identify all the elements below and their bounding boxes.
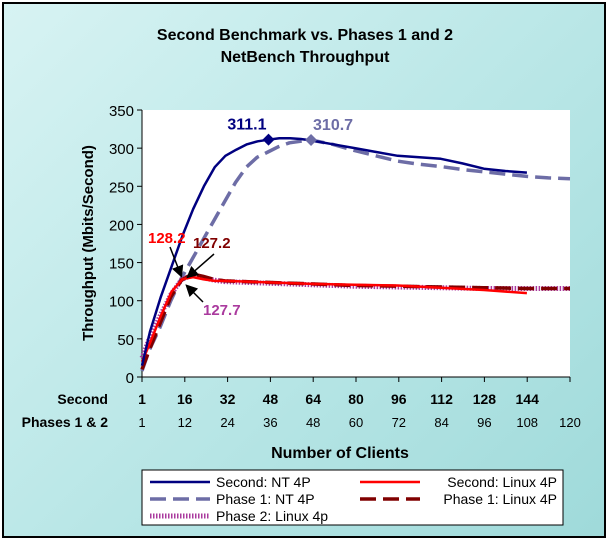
annotation-arrow — [185, 284, 204, 303]
y-tick-label: 150 — [109, 256, 134, 273]
legend-box — [141, 469, 564, 526]
plot-area — [142, 110, 570, 377]
series-line-second-nt-4p — [140, 136, 527, 366]
x-tick-label: 60 — [349, 415, 363, 430]
y-tick-label: 100 — [109, 294, 134, 311]
annotation-arrow — [186, 253, 215, 279]
x-tick-label: 128 — [473, 391, 497, 407]
x-row-label: Phases 1 & 2 — [22, 414, 109, 430]
data-marker — [262, 133, 275, 146]
x-tick-label: 64 — [305, 391, 321, 407]
x-tick-label: 48 — [263, 391, 279, 407]
x-tick-label: 16 — [177, 391, 193, 407]
data-marker — [305, 133, 318, 146]
data-label: 127.7 — [203, 302, 241, 319]
x-axis-label: Number of Clients — [271, 445, 409, 462]
series-line-second-linux-4p — [140, 275, 527, 363]
x-tick-label: 112 — [430, 391, 453, 407]
legend-label: Phase 1: NT 4P — [216, 491, 315, 507]
annotation-arrow — [169, 246, 184, 278]
x-tick-label: 1 — [138, 415, 145, 430]
x-tick-label: 32 — [220, 391, 236, 407]
x-tick-label: 72 — [392, 415, 406, 430]
chart-title: Second Benchmark vs. Phases 1 and 2 — [157, 27, 453, 44]
x-tick-label: 24 — [220, 415, 234, 430]
x-tick-label: 144 — [516, 391, 540, 407]
y-tick-label: 350 — [109, 103, 134, 120]
data-label: 311.1 — [227, 117, 266, 134]
data-label: 310.7 — [313, 117, 353, 134]
chart-subtitle: NetBench Throughput — [221, 49, 391, 66]
y-tick-label: 250 — [109, 179, 134, 196]
x-tick-label: 80 — [348, 391, 364, 407]
legend-label: Phase 2: Linux 4p — [216, 508, 328, 524]
x-tick-label: 36 — [263, 415, 277, 430]
x-row-label: Second — [57, 391, 108, 407]
y-tick-label: 0 — [126, 370, 134, 387]
x-tick-label: 12 — [178, 415, 192, 430]
x-tick-label: 96 — [391, 391, 407, 407]
x-tick-label: 48 — [306, 415, 320, 430]
series-line-phase-1-nt-4p — [140, 138, 571, 372]
data-label: 128.2 — [148, 230, 186, 247]
legend-label: Second: Linux 4P — [447, 474, 557, 490]
y-tick-label: 300 — [109, 141, 134, 158]
y-tick-label: 50 — [117, 332, 134, 349]
y-axis-label: Throughput (Mbits/Second) — [80, 145, 97, 341]
y-tick-label: 200 — [109, 217, 134, 234]
x-tick-label: 84 — [434, 415, 448, 430]
x-tick-label: 120 — [559, 415, 581, 430]
data-label: 127.2 — [193, 235, 231, 252]
x-tick-label: 108 — [516, 415, 538, 430]
legend-label: Phase 1: Linux 4P — [443, 491, 557, 507]
x-tick-label: 1 — [138, 391, 146, 407]
legend-label: Second: NT 4P — [216, 474, 311, 490]
x-tick-label: 96 — [477, 415, 491, 430]
